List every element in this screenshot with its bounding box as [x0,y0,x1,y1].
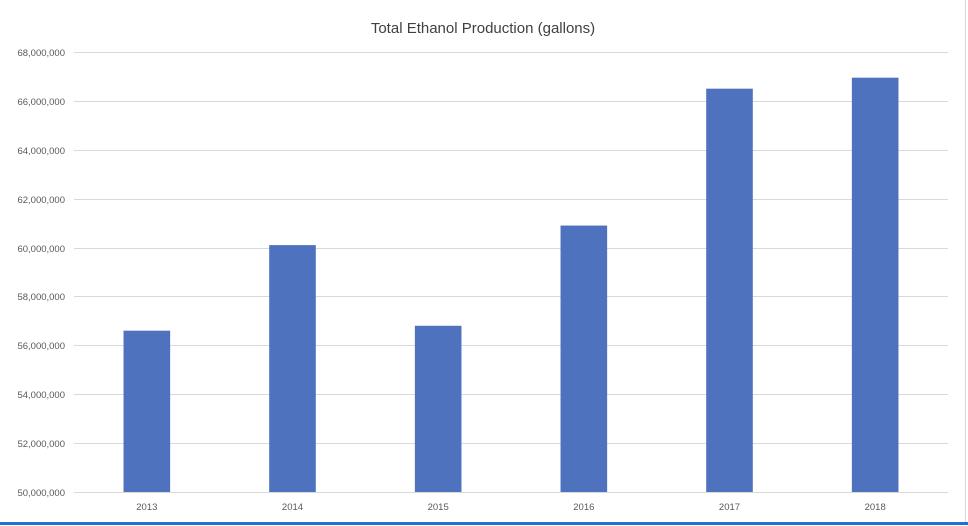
y-tick-label: 66,000,000 [17,97,65,108]
y-tick-label: 62,000,000 [17,195,65,206]
bars [123,77,899,493]
y-tick-label: 68,000,000 [17,48,65,59]
y-tick-label: 64,000,000 [17,146,65,157]
x-axis-tick-labels: 2013 2014 2015 2016 2017 2018 [136,502,885,513]
y-tick-label: 54,000,000 [17,390,65,401]
bar-2014 [269,245,316,492]
y-tick-label: 50,000,000 [17,488,65,499]
y-tick-label: 56,000,000 [17,341,65,352]
bar-2015 [414,325,462,492]
chart-title: Total Ethanol Production (gallons) [371,20,595,37]
x-tick-label: 2016 [573,502,594,513]
x-tick-label: 2014 [282,502,303,513]
bar-2013 [123,330,171,492]
window-edge [965,0,966,522]
y-tick-label: 58,000,000 [17,292,65,303]
gridlines [74,52,948,493]
x-tick-label: 2018 [865,502,886,513]
selection-border [0,522,968,525]
bar-2018 [851,77,899,493]
x-tick-label: 2017 [719,502,740,513]
bar-2016 [560,225,608,493]
y-tick-label: 52,000,000 [17,439,65,450]
y-tick-label: 60,000,000 [17,244,65,255]
y-axis-tick-labels: 50,000,000 52,000,000 54,000,000 56,000,000… [17,48,65,499]
bar-2017 [706,88,753,493]
x-tick-label: 2013 [136,502,157,513]
x-tick-label: 2015 [428,502,449,513]
